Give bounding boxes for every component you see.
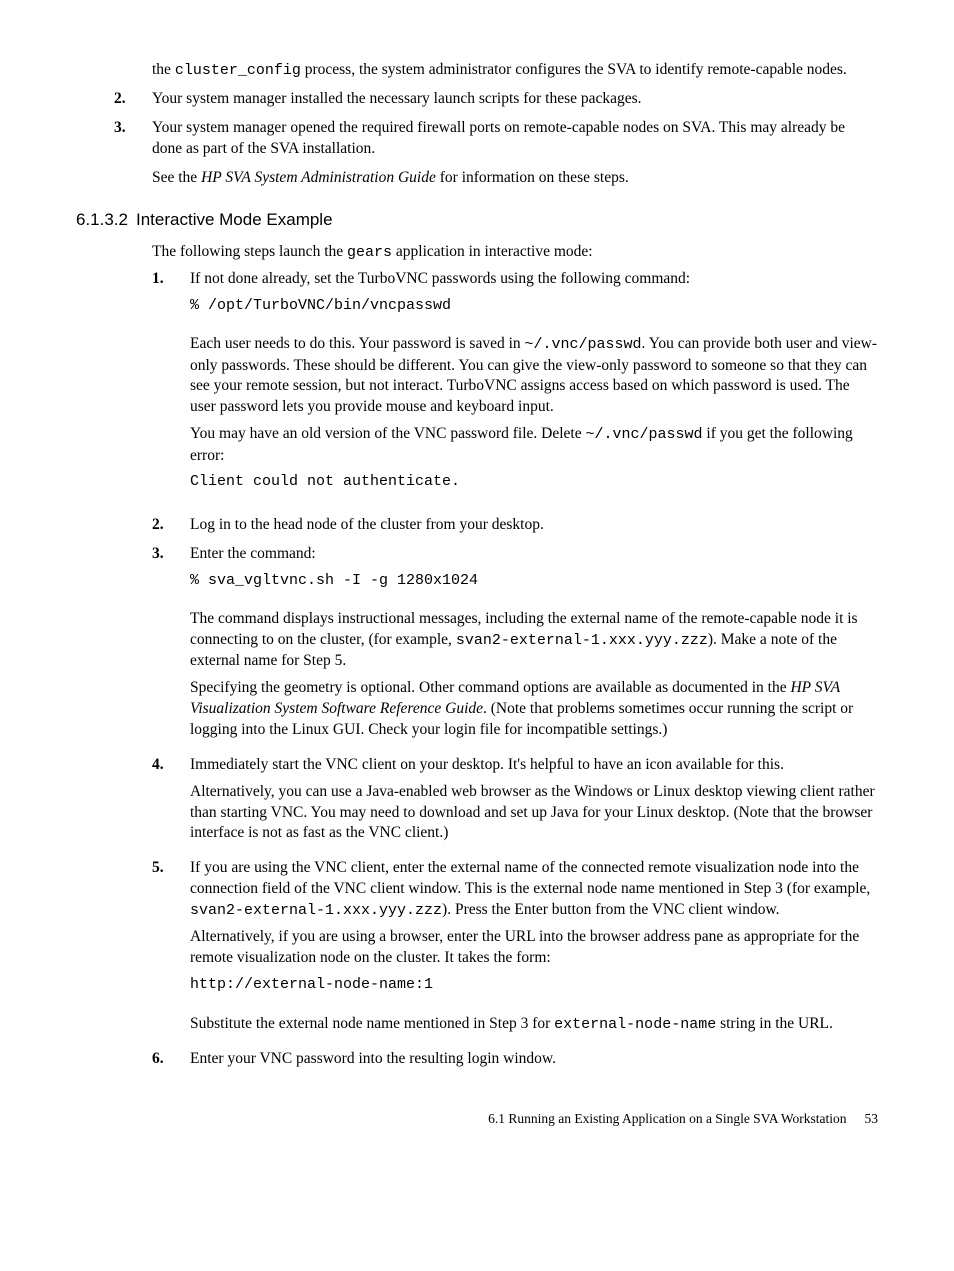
text: Substitute the external node name mentio… (190, 1015, 554, 1032)
list-item: Enter the command: % sva_vgltvnc.sh -I -… (190, 544, 878, 747)
prereq-list: the cluster_config process, the system a… (114, 60, 878, 160)
paragraph: The following steps launch the gears app… (152, 242, 878, 263)
list-marker: 2. (114, 89, 152, 110)
paragraph: If not done already, set the TurboVNC pa… (190, 269, 878, 290)
code-inline: ~/.vnc/passwd (585, 426, 702, 443)
code-block: % sva_vgltvnc.sh -I -g 1280x1024 (190, 571, 878, 591)
text: The following steps launch the (152, 243, 347, 260)
reference-title: HP SVA System Administration Guide (201, 169, 436, 186)
code-inline: gears (347, 244, 392, 261)
list-marker: 2. (152, 515, 190, 536)
text: the (152, 61, 175, 78)
list-marker (114, 60, 152, 81)
text: ). Press the Enter button from the VNC c… (442, 901, 780, 918)
list-marker: 4. (152, 755, 190, 851)
code-inline: ~/.vnc/passwd (525, 336, 642, 353)
text: Each user needs to do this. Your passwor… (190, 335, 525, 352)
list-marker: 6. (152, 1049, 190, 1070)
paragraph: Specifying the geometry is optional. Oth… (190, 678, 878, 741)
text: If you are using the VNC client, enter t… (190, 859, 870, 897)
code-block: http://external-node-name:1 (190, 975, 878, 995)
list-item: Log in to the head node of the cluster f… (190, 515, 878, 536)
list-marker: 1. (152, 269, 190, 507)
section-number: 6.1.3.2 (76, 210, 128, 229)
section-title: Interactive Mode Example (136, 210, 333, 229)
code-block: Client could not authenticate. (190, 472, 878, 492)
list-item: Your system manager opened the required … (152, 118, 878, 160)
list-item: Immediately start the VNC client on your… (190, 755, 878, 851)
text: application in interactive mode: (392, 243, 593, 260)
paragraph: Each user needs to do this. Your passwor… (190, 334, 878, 418)
list-marker: 5. (152, 858, 190, 1040)
paragraph: If you are using the VNC client, enter t… (190, 858, 878, 921)
paragraph: Alternatively, if you are using a browse… (190, 927, 878, 969)
code-inline: svan2-external-1.xxx.yyy.zzz (456, 632, 708, 649)
code-inline: svan2-external-1.xxx.yyy.zzz (190, 902, 442, 919)
footer-text: 6.1 Running an Existing Application on a… (488, 1111, 846, 1126)
list-marker: 3. (152, 544, 190, 747)
paragraph: You may have an old version of the VNC p… (190, 424, 878, 466)
list-marker: 3. (114, 118, 152, 160)
paragraph: Alternatively, you can use a Java-enable… (190, 782, 878, 845)
list-item: the cluster_config process, the system a… (152, 60, 878, 81)
page-footer: 6.1 Running an Existing Application on a… (76, 1110, 878, 1128)
code-block: % /opt/TurboVNC/bin/vncpasswd (190, 296, 878, 316)
paragraph: See the HP SVA System Administration Gui… (76, 168, 878, 189)
section-heading: 6.1.3.2 Interactive Mode Example (76, 209, 878, 232)
code-inline: external-node-name (554, 1016, 716, 1033)
text: process, the system administrator config… (301, 61, 847, 78)
paragraph: Enter the command: (190, 544, 878, 565)
text: See the (152, 169, 201, 186)
text: string in the URL. (716, 1015, 833, 1032)
list-item: Your system manager installed the necess… (152, 89, 878, 110)
text: You may have an old version of the VNC p… (190, 425, 585, 442)
paragraph: Substitute the external node name mentio… (190, 1014, 878, 1035)
code-inline: cluster_config (175, 62, 301, 79)
page-number: 53 (865, 1111, 879, 1126)
text: for information on these steps. (436, 169, 629, 186)
list-item: Enter your VNC password into the resulti… (190, 1049, 878, 1070)
list-item: If you are using the VNC client, enter t… (190, 858, 878, 1040)
paragraph: The command displays instructional messa… (190, 609, 878, 672)
steps-list: 1. If not done already, set the TurboVNC… (152, 269, 878, 1070)
list-item: If not done already, set the TurboVNC pa… (190, 269, 878, 507)
paragraph: Immediately start the VNC client on your… (190, 755, 878, 776)
text: Specifying the geometry is optional. Oth… (190, 679, 790, 696)
